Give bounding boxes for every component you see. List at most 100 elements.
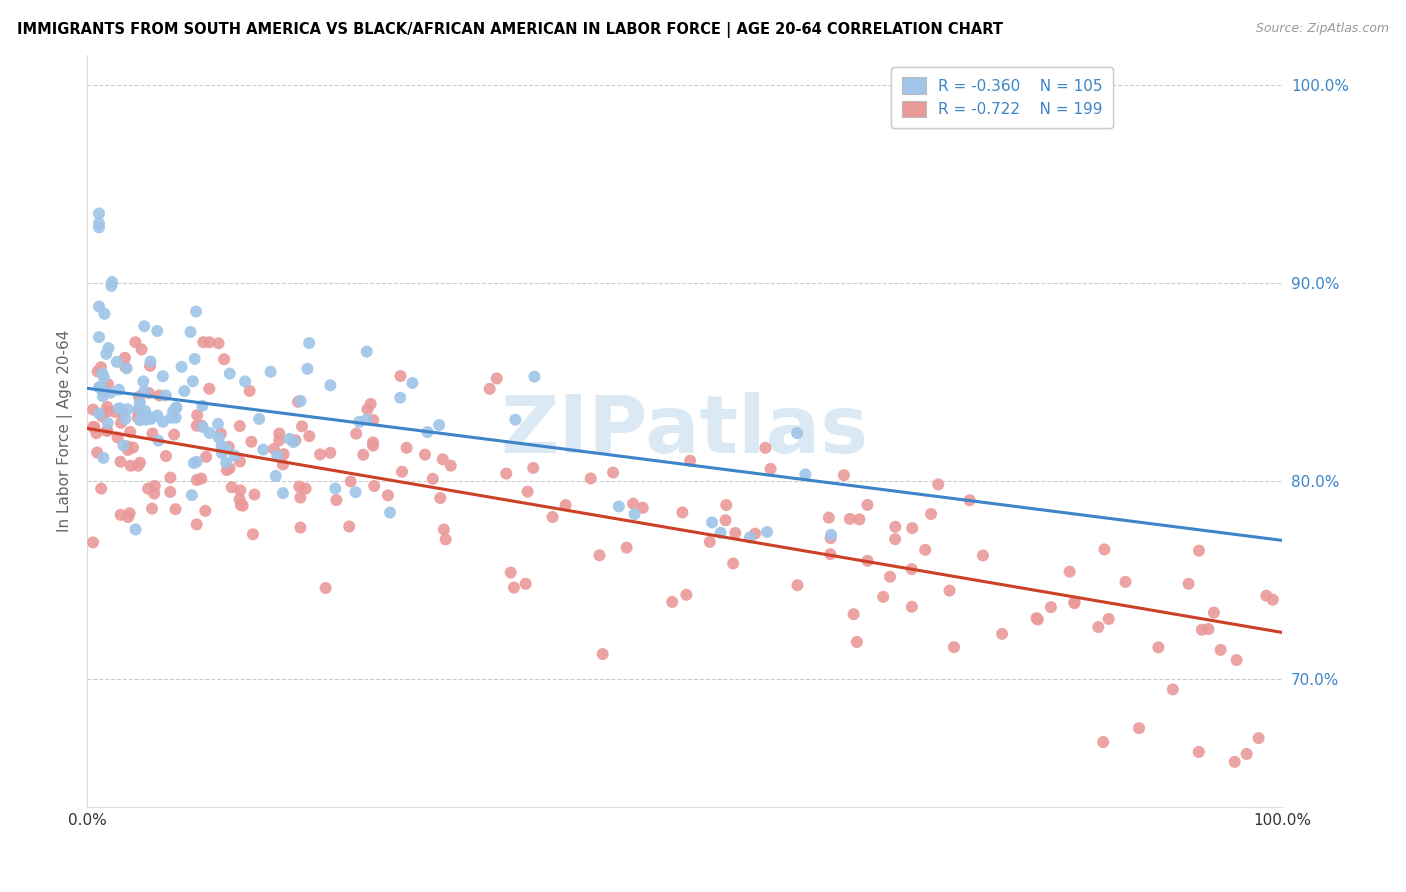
Point	[879, 570, 901, 584]
Point	[288, 480, 311, 494]
Point	[363, 479, 385, 493]
Point	[218, 367, 240, 381]
Point	[105, 355, 128, 369]
Point	[856, 498, 879, 512]
Point	[155, 388, 177, 402]
Point	[440, 458, 463, 473]
Point	[110, 508, 132, 522]
Point	[211, 446, 233, 460]
Point	[315, 581, 337, 595]
Point	[101, 275, 124, 289]
Point	[100, 385, 122, 400]
Point	[700, 516, 723, 530]
Point	[242, 527, 264, 541]
Point	[432, 452, 454, 467]
Point	[190, 472, 212, 486]
Point	[165, 502, 187, 516]
Point	[361, 413, 384, 427]
Point	[211, 439, 233, 453]
Point	[198, 382, 221, 396]
Point	[1128, 721, 1150, 735]
Point	[515, 576, 537, 591]
Point	[1147, 640, 1170, 655]
Point	[131, 343, 153, 357]
Point	[111, 407, 134, 421]
Point	[991, 627, 1014, 641]
Point	[505, 413, 527, 427]
Point	[229, 483, 252, 498]
Point	[786, 425, 808, 440]
Point	[94, 384, 117, 399]
Point	[724, 526, 747, 541]
Point	[97, 416, 120, 430]
Point	[744, 526, 766, 541]
Point	[243, 487, 266, 501]
Point	[128, 395, 150, 409]
Point	[152, 415, 174, 429]
Point	[117, 510, 139, 524]
Point	[134, 404, 156, 418]
Point	[1063, 596, 1085, 610]
Point	[356, 413, 378, 427]
Point	[1025, 611, 1047, 625]
Point	[298, 336, 321, 351]
Point	[434, 533, 457, 547]
Point	[416, 425, 439, 439]
Point	[173, 384, 195, 398]
Point	[207, 417, 229, 431]
Point	[143, 486, 166, 500]
Point	[1191, 623, 1213, 637]
Point	[87, 220, 110, 235]
Point	[621, 497, 644, 511]
Point	[344, 426, 367, 441]
Point	[179, 325, 201, 339]
Point	[186, 517, 208, 532]
Point	[163, 427, 186, 442]
Point	[1026, 613, 1049, 627]
Point	[901, 599, 924, 614]
Point	[900, 562, 922, 576]
Point	[96, 400, 118, 414]
Point	[820, 547, 842, 561]
Point	[339, 475, 361, 489]
Point	[96, 424, 118, 438]
Point	[360, 397, 382, 411]
Point	[290, 491, 312, 505]
Point	[401, 376, 423, 390]
Point	[271, 486, 294, 500]
Point	[485, 371, 508, 385]
Point	[661, 595, 683, 609]
Point	[1063, 595, 1085, 609]
Point	[91, 389, 114, 403]
Point	[710, 525, 733, 540]
Point	[240, 434, 263, 449]
Point	[87, 380, 110, 394]
Point	[422, 472, 444, 486]
Point	[110, 455, 132, 469]
Point	[319, 446, 342, 460]
Point	[195, 450, 218, 464]
Point	[229, 498, 252, 512]
Point	[120, 458, 142, 473]
Point	[252, 442, 274, 457]
Point	[714, 513, 737, 527]
Point	[141, 426, 163, 441]
Point	[1197, 622, 1219, 636]
Point	[817, 510, 839, 524]
Point	[290, 520, 312, 534]
Point	[134, 384, 156, 399]
Point	[107, 401, 129, 416]
Point	[352, 448, 374, 462]
Point	[170, 359, 193, 374]
Point	[215, 456, 238, 470]
Point	[141, 501, 163, 516]
Point	[495, 467, 517, 481]
Point	[143, 479, 166, 493]
Point	[378, 506, 401, 520]
Point	[87, 407, 110, 421]
Point	[842, 607, 865, 622]
Point	[96, 424, 118, 438]
Point	[959, 493, 981, 508]
Point	[194, 504, 217, 518]
Point	[165, 410, 187, 425]
